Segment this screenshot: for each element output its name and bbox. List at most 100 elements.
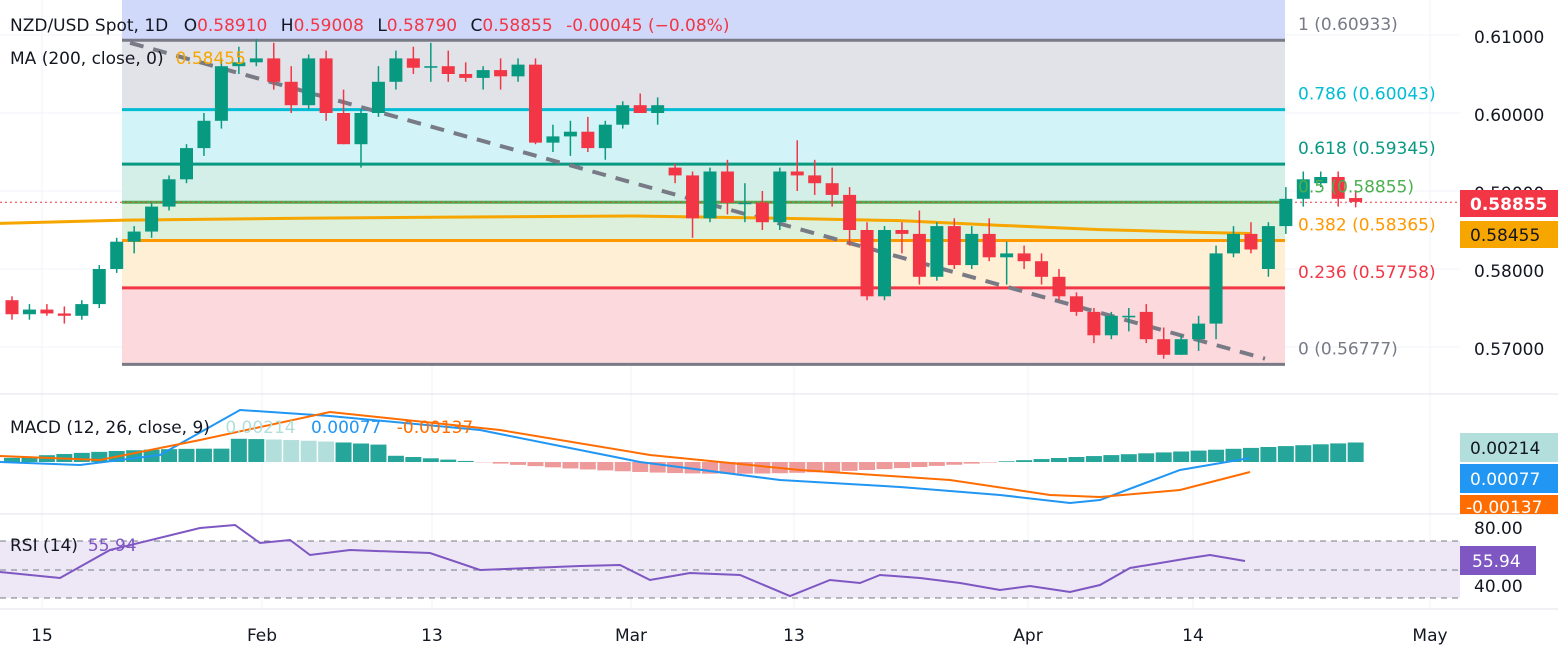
candle-body xyxy=(808,175,822,184)
macd-line-badge: 0.00077 xyxy=(1470,470,1540,490)
macd-histogram-bar xyxy=(318,441,335,462)
time-tick: May xyxy=(1412,626,1447,646)
candle-body xyxy=(127,231,141,242)
candle-body xyxy=(476,70,490,78)
candle-body xyxy=(1279,198,1293,227)
macd-histogram-bar xyxy=(597,462,614,471)
macd-histogram-bar xyxy=(684,462,701,474)
candle-body xyxy=(1192,323,1206,340)
candle-body xyxy=(214,66,228,121)
candle-body xyxy=(668,167,682,176)
fib-level-label: 0.236 (0.57758) xyxy=(1298,263,1436,283)
macd-histogram-bar xyxy=(754,462,771,474)
macd-histogram-bar xyxy=(300,440,317,462)
macd-histogram-bar xyxy=(1190,450,1207,462)
candle-body xyxy=(738,202,752,205)
macd-histogram-bar xyxy=(405,457,422,462)
price-tick: 0.61000 xyxy=(1474,28,1544,48)
macd-histogram-bar xyxy=(824,462,841,472)
symbol-title[interactable]: NZD/USD Spot, 1D xyxy=(10,16,168,36)
candle-body xyxy=(1157,339,1171,355)
candle-body xyxy=(1244,233,1258,250)
time-tick: 13 xyxy=(421,626,443,646)
candle-body xyxy=(22,309,36,315)
candle-body xyxy=(546,136,560,143)
rsi-line xyxy=(0,523,1246,598)
macd-histogram-bar xyxy=(335,442,352,462)
candle-body xyxy=(354,113,368,145)
candle-body xyxy=(1035,261,1049,277)
candle-body xyxy=(773,171,787,223)
candle-body xyxy=(1017,253,1031,262)
macd-histogram-bar xyxy=(579,462,596,470)
time-tick: Feb xyxy=(247,626,277,646)
candle-body xyxy=(1331,176,1345,199)
candle-body xyxy=(511,64,525,77)
candle-body xyxy=(494,70,508,77)
macd-histogram-bar xyxy=(911,462,928,468)
price-tick: 0.58000 xyxy=(1474,262,1544,282)
macd-histogram-bar xyxy=(1312,444,1329,462)
macd-histogram-bar xyxy=(806,462,823,473)
macd-histogram-bar xyxy=(998,461,1015,462)
fib-level-label: 0.382 (0.58365) xyxy=(1298,216,1436,236)
macd-histogram-bar xyxy=(510,462,527,465)
candle-body xyxy=(755,202,769,223)
macd-signal-badge: -0.00137 xyxy=(1466,498,1542,518)
macd-histogram-bar xyxy=(963,462,980,464)
macd-histogram-bar xyxy=(562,462,579,469)
ma-legend[interactable]: MA (200, close, 0) 0.58455 xyxy=(10,49,246,69)
fib-level-label: 0.786 (0.60043) xyxy=(1298,85,1436,105)
candle-body xyxy=(40,309,54,314)
svg-text:0.58855: 0.58855 xyxy=(1470,195,1547,215)
candle-body xyxy=(843,194,857,230)
candle-body xyxy=(529,64,542,143)
macd-histogram-bar xyxy=(230,438,247,462)
candle-body xyxy=(1104,315,1118,336)
macd-histogram-bar xyxy=(719,462,736,474)
candle-body xyxy=(1261,226,1275,269)
macd-histogram-bar xyxy=(1347,442,1364,462)
candle-body xyxy=(860,230,874,297)
candle-body xyxy=(232,62,246,67)
candle-body xyxy=(651,105,665,113)
candle-body xyxy=(581,131,595,149)
macd-legend[interactable]: MACD (12, 26, close, 9) 0.00214 0.00077 … xyxy=(10,418,473,438)
macd-histogram-bar xyxy=(1260,447,1277,462)
macd-histogram-bar xyxy=(614,462,631,472)
candle-body xyxy=(1227,233,1240,254)
candle-body xyxy=(110,241,124,269)
macd-histogram-bar xyxy=(161,449,178,462)
candle-body xyxy=(424,66,438,68)
macd-histogram-bar xyxy=(126,450,143,462)
macd-histogram-bar xyxy=(4,457,20,462)
candle-body xyxy=(982,233,996,258)
macd-histogram-bar xyxy=(667,462,684,474)
macd-histogram-bar xyxy=(632,462,649,472)
svg-text:0.58455: 0.58455 xyxy=(1470,226,1540,246)
fib-level-label: 0.618 (0.59345) xyxy=(1298,139,1436,159)
fib-level-label: 0 (0.56777) xyxy=(1298,339,1398,359)
macd-histogram-bar xyxy=(370,444,387,462)
candle-body xyxy=(616,105,630,125)
candle-body xyxy=(319,58,333,113)
candle-body xyxy=(162,179,176,207)
candle-body xyxy=(1174,339,1188,355)
time-axis[interactable]: 15 Feb 13 Mar 13 Apr 14 May xyxy=(31,626,1447,646)
candle-body xyxy=(720,171,734,203)
candle-body xyxy=(371,81,385,113)
candle-body xyxy=(302,58,316,106)
macd-histogram-bar xyxy=(1242,447,1259,462)
rsi-legend[interactable]: RSI (14) 55.94 xyxy=(10,536,137,556)
macd-histogram-bar xyxy=(1277,446,1294,462)
time-tick: 15 xyxy=(31,626,53,646)
rsi-axis: 80.00 55.94 40.00 xyxy=(1460,519,1536,597)
candle-body xyxy=(284,81,298,106)
macd-histogram-bar xyxy=(544,462,561,468)
fibonacci-retracement[interactable] xyxy=(0,0,1460,366)
candle-body xyxy=(686,175,700,219)
fib-labels: 1 (0.60933) 0.786 (0.60043) 0.618 (0.59345… xyxy=(1298,15,1436,359)
price-tick: 0.60000 xyxy=(1474,106,1544,126)
candle-body xyxy=(459,74,473,78)
